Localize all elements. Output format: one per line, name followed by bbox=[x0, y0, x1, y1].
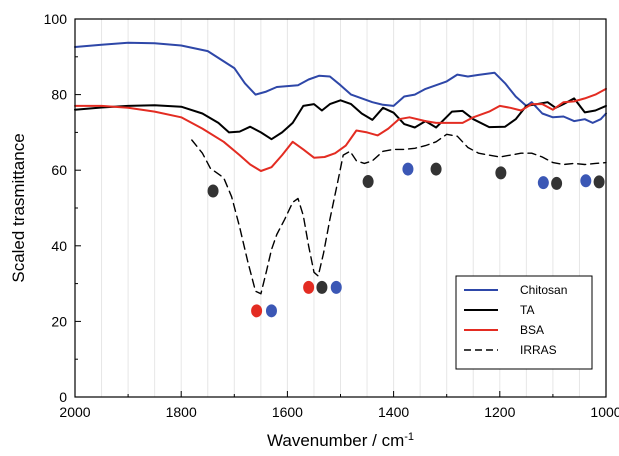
legend-box bbox=[455, 275, 593, 370]
x-tick-label: 1000 bbox=[590, 404, 619, 420]
y-tick-label: 40 bbox=[51, 238, 67, 254]
grid-lines bbox=[101, 19, 580, 397]
x-axis-title: Wavenumber / cm-1 bbox=[267, 431, 414, 450]
x-tick-label: 1800 bbox=[166, 404, 197, 420]
x-tick-label: 1200 bbox=[484, 404, 515, 420]
x-tick-label: 1600 bbox=[272, 404, 303, 420]
band-marker bbox=[551, 176, 563, 190]
x-tick-label: 2000 bbox=[59, 404, 90, 420]
band-marker bbox=[265, 304, 277, 318]
band-marker bbox=[402, 162, 414, 176]
band-marker bbox=[316, 280, 328, 294]
y-tick-label: 80 bbox=[51, 87, 67, 103]
legend-label: IRRAS bbox=[520, 343, 557, 357]
band-marker bbox=[430, 162, 442, 176]
band-marker bbox=[303, 280, 315, 294]
legend-label: Chitosan bbox=[520, 283, 567, 297]
band-marker bbox=[251, 304, 263, 318]
band-markers bbox=[207, 162, 605, 318]
legend-label: TA bbox=[520, 303, 534, 317]
series-line-bsa bbox=[74, 87, 607, 172]
band-marker bbox=[362, 175, 374, 189]
y-axis-title: Scaled trasmittance bbox=[9, 133, 28, 282]
y-tick-label: 0 bbox=[59, 389, 67, 405]
x-tick-label: 1400 bbox=[378, 404, 409, 420]
series-line-irras bbox=[191, 133, 607, 295]
band-marker bbox=[537, 176, 549, 190]
legend-label: BSA bbox=[520, 323, 544, 337]
series-line-chitosan bbox=[74, 41, 607, 124]
band-marker bbox=[495, 166, 507, 180]
y-tick-label: 100 bbox=[44, 11, 68, 27]
series-lines bbox=[74, 41, 607, 295]
y-tick-label: 20 bbox=[51, 313, 67, 329]
band-marker bbox=[593, 175, 605, 189]
y-tick-label: 60 bbox=[51, 162, 67, 178]
band-marker bbox=[580, 174, 592, 188]
legend: Chitosan TA BSA IRRAS bbox=[455, 275, 593, 370]
x-axis-title-main: Wavenumber / cm bbox=[267, 431, 404, 450]
band-marker bbox=[330, 280, 342, 294]
x-axis-title-superscript: -1 bbox=[404, 431, 414, 443]
band-marker bbox=[207, 184, 219, 198]
axis-ticks: 2000 1800 1600 1400 1200 1000 0 20 40 60 80 100 bbox=[44, 11, 619, 420]
